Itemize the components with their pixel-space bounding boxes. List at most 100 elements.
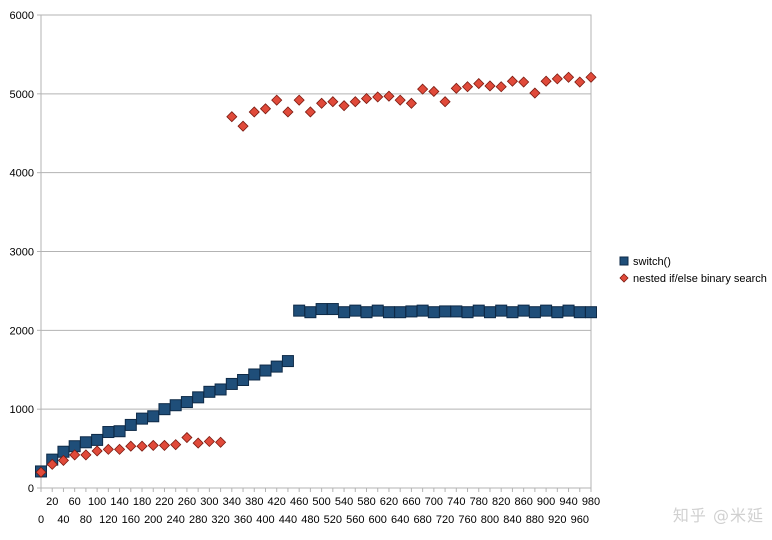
x-tick-label: 0 xyxy=(38,514,44,526)
watermark: 知乎 @米延 xyxy=(672,506,764,525)
x-tick-label: 500 xyxy=(312,496,330,508)
binary-search-point xyxy=(495,81,507,93)
switch-point xyxy=(326,303,339,316)
switch-point xyxy=(225,377,238,390)
binary-search-point xyxy=(46,458,58,470)
switch-point xyxy=(214,383,227,396)
binary-search-point xyxy=(394,94,406,106)
x-tick-label: 220 xyxy=(155,496,173,508)
binary-search-point xyxy=(551,73,563,85)
x-tick-label: 740 xyxy=(447,496,465,508)
switch-point xyxy=(439,305,452,318)
binary-search-point xyxy=(125,440,137,452)
switch-point xyxy=(573,306,586,319)
gridlines xyxy=(41,93,591,410)
binary-search-point xyxy=(158,439,171,451)
x-tick-label: 200 xyxy=(144,514,162,526)
x-tick-label: 680 xyxy=(413,514,431,526)
binary-search-point xyxy=(35,466,47,478)
x-tick-label: 20 xyxy=(46,496,58,508)
switch-point xyxy=(180,396,193,409)
switch-point xyxy=(102,426,115,439)
x-tick-label: 480 xyxy=(301,514,319,526)
y-tick-label: 0 xyxy=(28,483,34,495)
x-tick-label: 900 xyxy=(537,496,555,508)
switch-point xyxy=(360,306,373,319)
binary-search-point xyxy=(405,97,417,109)
binary-search-point xyxy=(327,96,339,108)
binary-search-point xyxy=(102,443,114,455)
x-tick-label: 520 xyxy=(324,514,342,526)
x-tick-label: 760 xyxy=(458,514,476,526)
x-tick-label: 440 xyxy=(279,514,297,526)
binary-search-point xyxy=(226,111,238,123)
binary-search-point xyxy=(192,437,204,449)
switch-point xyxy=(405,305,418,318)
switch-point xyxy=(304,306,317,319)
switch-point xyxy=(259,364,272,377)
legend-label: switch() xyxy=(633,256,671,268)
x-tick-label: 620 xyxy=(380,496,398,508)
x-axis: 20 60 100 140 180 220 260 300 340 380 420 460 500 540… xyxy=(38,488,600,526)
legend-marker xyxy=(619,273,629,283)
y-tick-label: 4000 xyxy=(10,168,34,180)
switch-point xyxy=(506,306,519,319)
switch-point xyxy=(113,425,126,438)
binary-search-point xyxy=(529,87,541,99)
switch-point xyxy=(585,306,597,319)
legend-marker xyxy=(619,256,629,266)
binary-search-point xyxy=(304,106,316,118)
y-axis: 0 1000 2000 3000 4000 5000 6000 xyxy=(10,10,41,495)
binary-search-point xyxy=(383,90,395,102)
x-tick-label: 980 xyxy=(582,496,600,508)
x-tick-label: 880 xyxy=(526,514,544,526)
x-tick-label: 600 xyxy=(369,514,387,526)
binary-search-point xyxy=(69,449,81,461)
switch-point xyxy=(461,306,474,319)
x-tick-label: 420 xyxy=(268,496,286,508)
x-tick-label: 380 xyxy=(245,496,263,508)
binary-search-point xyxy=(574,76,586,88)
legend: switch() nested if/else binary search xyxy=(619,256,767,285)
switch-point xyxy=(338,306,351,319)
x-tick-label: 240 xyxy=(167,514,185,526)
x-tick-label: 640 xyxy=(391,514,409,526)
y-tick-label: 3000 xyxy=(10,247,34,259)
binary-search-point xyxy=(271,94,283,106)
binary-search-point xyxy=(91,445,103,457)
binary-search-point xyxy=(248,106,260,118)
switch-point xyxy=(158,403,171,416)
binary-search-point xyxy=(181,431,193,444)
binary-search-point xyxy=(349,96,361,108)
x-tick-label: 280 xyxy=(189,514,207,526)
x-tick-label: 580 xyxy=(357,496,375,508)
x-tick-label: 300 xyxy=(200,496,218,508)
x-tick-label: 660 xyxy=(402,496,420,508)
binary-search-point xyxy=(170,439,182,451)
binary-search-point xyxy=(417,83,429,95)
switch-point xyxy=(281,355,294,368)
x-tick-label: 400 xyxy=(256,514,274,526)
binary-search-point xyxy=(114,443,126,455)
binary-search-point xyxy=(506,75,518,87)
binary-search-point xyxy=(316,97,328,109)
switch-point xyxy=(192,391,205,404)
switch-point xyxy=(540,304,553,317)
switch-point xyxy=(91,433,104,446)
x-tick-label: 920 xyxy=(548,514,566,526)
binary-search-point xyxy=(518,76,530,88)
switch-point xyxy=(124,418,137,431)
switch-point xyxy=(528,306,541,319)
binary-search-point xyxy=(484,80,496,92)
binary-search-point xyxy=(136,440,148,452)
y-tick-label: 2000 xyxy=(10,325,34,337)
x-tick-label: 320 xyxy=(211,514,229,526)
x-tick-label: 720 xyxy=(436,514,454,526)
y-tick-label: 1000 xyxy=(10,404,34,416)
x-tick-label: 800 xyxy=(481,514,499,526)
binary-search-point xyxy=(293,94,305,106)
x-tick-label: 260 xyxy=(178,496,196,508)
binary-search-point xyxy=(450,82,462,94)
switch-point xyxy=(293,304,306,317)
switch-point xyxy=(169,399,182,412)
